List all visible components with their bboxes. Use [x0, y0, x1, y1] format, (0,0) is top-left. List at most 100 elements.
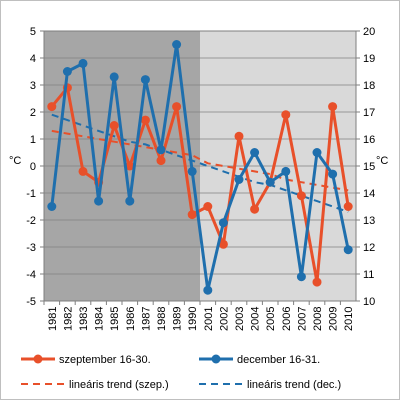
- series-line: [50, 43, 350, 292]
- legend-label: december 16-31.: [237, 354, 320, 366]
- data-point-1988: [156, 156, 166, 166]
- legend-entry: szeptember 16-30.: [21, 354, 151, 366]
- left-tick-label: -3: [26, 242, 36, 254]
- legend-label: lineáris trend (dec.): [247, 379, 341, 391]
- left-tick-label: -4: [26, 269, 36, 281]
- right-tick-label: 13: [363, 215, 375, 227]
- x-tick-label: 2006: [281, 307, 293, 331]
- legend: szeptember 16-30. december 16-31. lineáris…: [21, 354, 341, 391]
- right-tick-label: 11: [363, 269, 374, 281]
- x-tick-label: 1990: [187, 307, 199, 331]
- legend-entry: lineáris trend (dec.): [199, 379, 341, 391]
- data-point-2001: [203, 285, 213, 295]
- right-tick-label: 14: [363, 188, 375, 200]
- data-point-2006: [281, 110, 291, 120]
- x-tick-label: 2001: [203, 307, 215, 331]
- right-tick-label: 15: [363, 161, 375, 173]
- legend-marker: [33, 354, 43, 364]
- data-point-1989: [172, 102, 182, 112]
- left-tick-label: 1: [30, 134, 36, 146]
- x-tick-label: 2010: [343, 307, 355, 331]
- data-point-2003: [234, 175, 244, 184]
- data-point-2003: [234, 131, 244, 141]
- data-point-1986: [125, 161, 135, 171]
- data-point-2009: [328, 169, 338, 179]
- series-december 16-31.: [47, 40, 353, 295]
- left-tick-label: 4: [30, 53, 36, 65]
- data-point-1984: [94, 196, 104, 206]
- right-tick-label: 10: [363, 296, 375, 308]
- x-tick-label: 2002: [218, 307, 230, 331]
- data-point-2005: [265, 177, 275, 187]
- data-point-1982: [62, 67, 72, 76]
- data-point-1985: [109, 72, 119, 82]
- right-tick-label: 17: [363, 107, 375, 119]
- legend-entry: december 16-31.: [199, 354, 320, 366]
- right-tick-label: 18: [363, 80, 375, 92]
- left-tick-label: 5: [30, 26, 36, 38]
- data-point-1990: [187, 210, 197, 220]
- x-tick-label: 1984: [94, 307, 106, 331]
- data-point-2009: [328, 102, 338, 112]
- left-axis-label: °C: [9, 155, 21, 167]
- data-point-1988: [156, 145, 166, 155]
- data-point-2007: [296, 191, 306, 201]
- x-tick-label: 2007: [296, 307, 308, 331]
- right-tick-label: 20: [363, 26, 375, 38]
- right-axis-label: °C: [376, 155, 388, 167]
- x-tick-label: 1985: [109, 307, 121, 331]
- data-point-1981: [47, 102, 57, 112]
- left-tick-label: 2: [30, 107, 36, 119]
- left-tick-label: 3: [30, 80, 36, 92]
- right-tick-label: 12: [363, 242, 375, 254]
- x-tick-label: 2003: [234, 307, 246, 331]
- x-tick-label: 2005: [265, 307, 277, 331]
- data-point-1983: [78, 166, 88, 176]
- legend-entry: lineáris trend (szep.): [21, 379, 169, 391]
- left-tick-label: -5: [26, 296, 36, 308]
- x-tick-label: 1983: [78, 307, 90, 331]
- x-tick-label: 2009: [328, 307, 340, 331]
- data-point-1987: [140, 115, 150, 125]
- trend-line: [51, 113, 349, 213]
- x-tick-label: 1981: [47, 307, 59, 331]
- data-point-1983: [78, 58, 88, 68]
- data-point-1990: [187, 166, 197, 176]
- left-tick-label: -1: [26, 188, 36, 200]
- data-point-2004: [250, 148, 260, 157]
- x-tick-label: 1989: [172, 307, 184, 331]
- data-point-1986: [125, 196, 135, 206]
- data-point-1985: [109, 121, 119, 130]
- left-tick-label: 0: [30, 161, 36, 173]
- data-point-2002: [218, 218, 228, 228]
- data-point-1981: [47, 202, 57, 211]
- legend-label: lineáris trend (szep.): [69, 379, 169, 391]
- legend-label: szeptember 16-30.: [59, 354, 151, 366]
- data-point-2008: [312, 148, 322, 157]
- right-tick-label: 16: [363, 134, 375, 146]
- x-tick-label: 2008: [312, 307, 324, 331]
- data-point-2006: [281, 166, 291, 176]
- data-point-2001: [203, 202, 213, 211]
- data-point-2004: [250, 204, 260, 214]
- axes: 543210-1-2-3-4-52019181716151413121110°C…: [9, 26, 388, 331]
- data-point-2002: [218, 239, 228, 249]
- x-tick-label: 1988: [156, 307, 168, 331]
- left-tick-label: -2: [26, 215, 36, 227]
- data-point-1989: [172, 40, 182, 49]
- data-point-2010: [343, 245, 353, 255]
- right-tick-label: 19: [363, 53, 375, 65]
- x-tick-label: 1987: [140, 307, 152, 331]
- legend-marker: [211, 354, 221, 364]
- x-tick-label: 2004: [250, 307, 262, 331]
- data-point-2010: [343, 202, 353, 211]
- series-layer: [47, 40, 353, 295]
- x-tick-label: 1986: [125, 307, 137, 331]
- series-lineáris trend (dec.): [51, 113, 349, 213]
- x-tick-label: 1982: [62, 307, 74, 331]
- data-point-1987: [140, 75, 150, 85]
- data-point-2007: [296, 272, 306, 282]
- data-point-2008: [312, 277, 322, 287]
